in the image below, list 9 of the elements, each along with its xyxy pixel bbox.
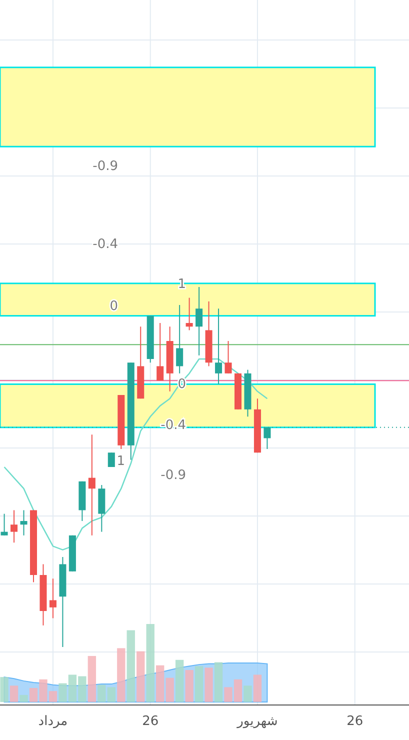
text: -0.9 (92, 159, 118, 174)
x-tick-label: 26 (346, 714, 364, 729)
x-tick-label: 26 (142, 714, 159, 729)
x-tick-label: مرداد (38, 714, 68, 729)
x-tick-label: شهریور (236, 714, 278, 729)
annotation: 1 (116, 454, 125, 469)
annotation: 0 (110, 299, 118, 314)
text: -0.4 (92, 237, 118, 252)
annotation: -0.9 (160, 468, 186, 483)
